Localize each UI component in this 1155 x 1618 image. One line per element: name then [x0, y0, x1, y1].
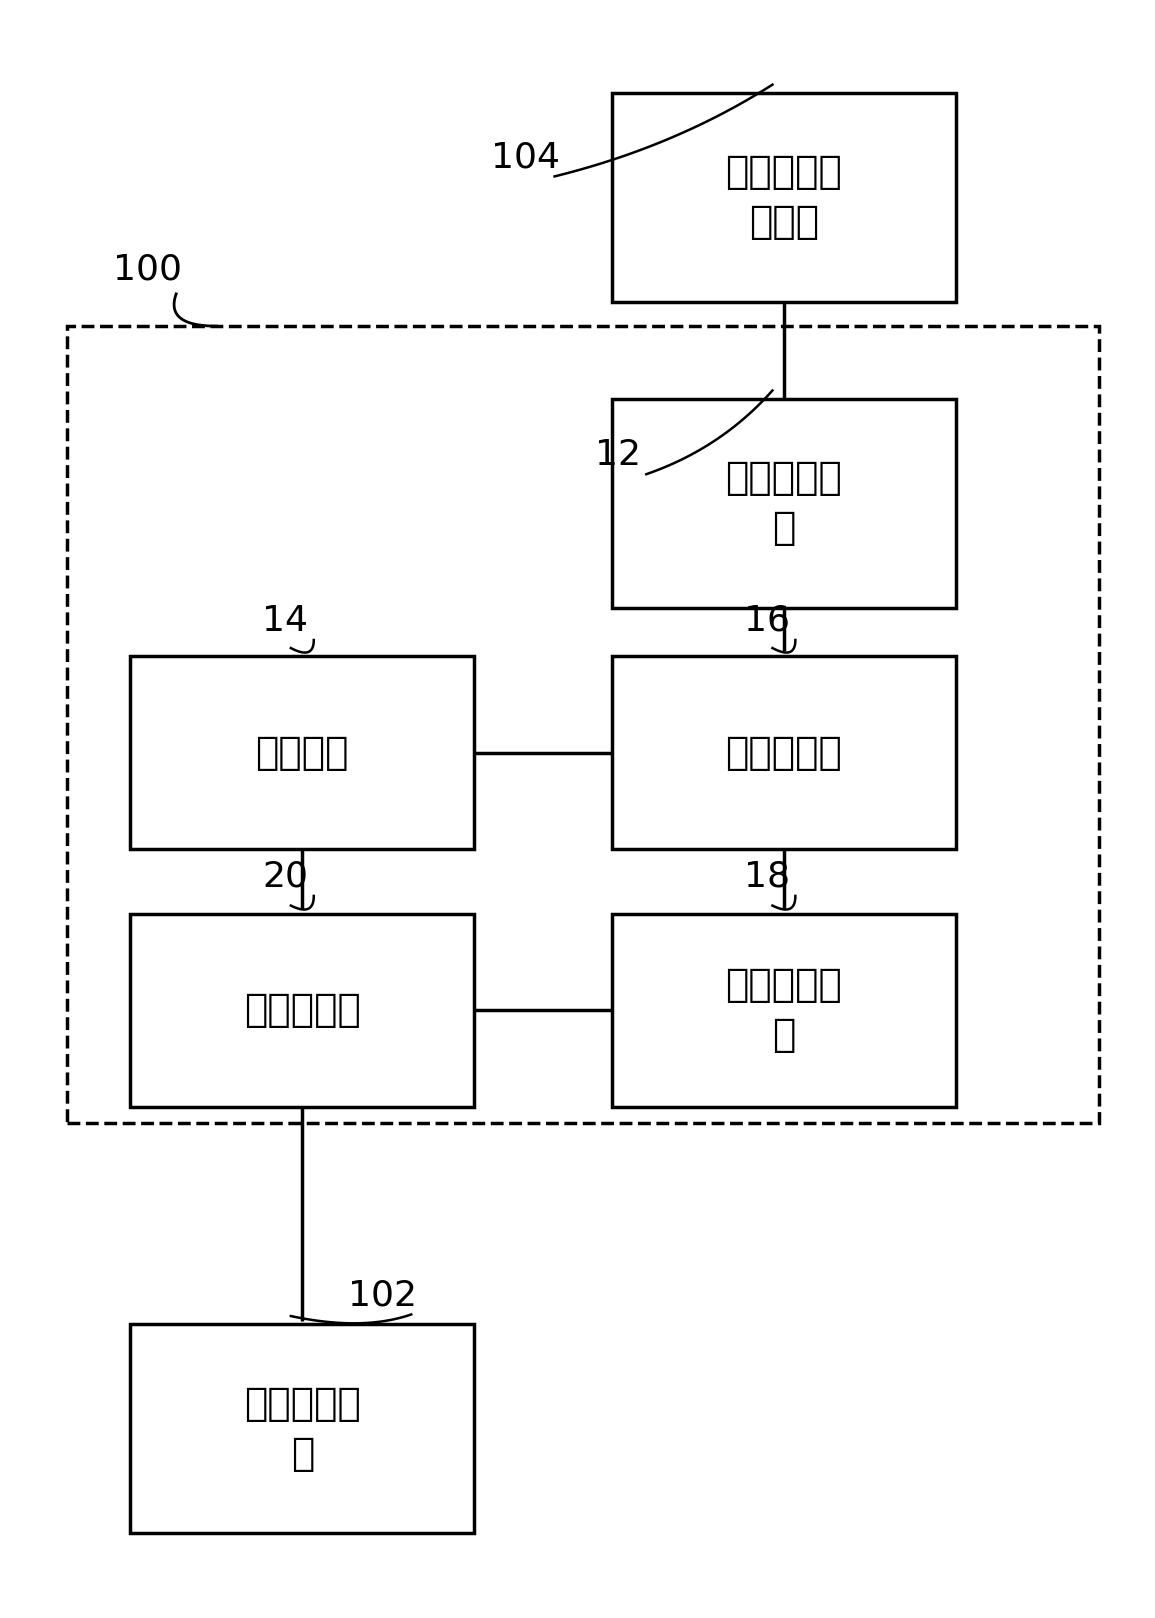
- Bar: [612, 655, 956, 849]
- Text: 射频前端收
发模组: 射频前端收 发模组: [725, 154, 842, 241]
- Text: 下变频单元: 下变频单元: [725, 733, 842, 772]
- Bar: [612, 914, 956, 1107]
- Text: 16: 16: [744, 604, 790, 637]
- Text: 18: 18: [744, 859, 790, 893]
- Text: 14: 14: [262, 604, 308, 637]
- Text: 放大滤波模
组: 放大滤波模 组: [725, 460, 842, 547]
- Text: 102: 102: [348, 1278, 417, 1312]
- Text: 本振电路: 本振电路: [255, 733, 349, 772]
- Text: 104: 104: [491, 141, 560, 175]
- Bar: [67, 327, 1100, 1123]
- Bar: [131, 914, 475, 1107]
- Bar: [131, 1324, 475, 1534]
- Text: 12: 12: [595, 438, 641, 472]
- Bar: [612, 92, 956, 303]
- Bar: [612, 398, 956, 608]
- Text: 100: 100: [113, 252, 182, 286]
- Text: 20: 20: [262, 859, 308, 893]
- Text: 信号解调模
组: 信号解调模 组: [244, 1385, 360, 1472]
- Bar: [131, 655, 475, 849]
- Text: 干扰抑制模
组: 干扰抑制模 组: [725, 966, 842, 1055]
- Text: 上变频单元: 上变频单元: [244, 992, 360, 1029]
